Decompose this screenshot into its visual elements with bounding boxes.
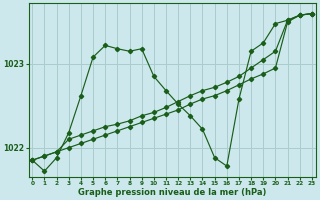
- X-axis label: Graphe pression niveau de la mer (hPa): Graphe pression niveau de la mer (hPa): [78, 188, 266, 197]
